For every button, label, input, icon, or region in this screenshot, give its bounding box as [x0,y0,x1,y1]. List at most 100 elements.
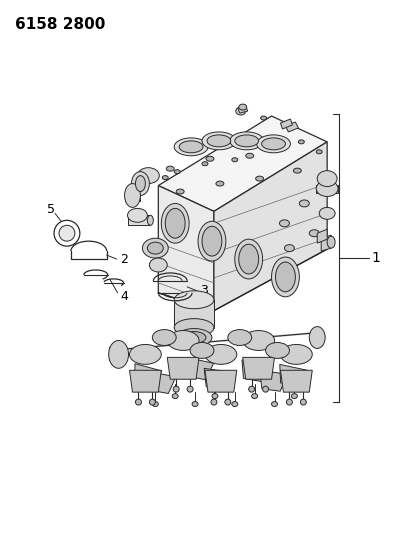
Ellipse shape [246,154,254,158]
Polygon shape [243,358,275,379]
Ellipse shape [147,215,153,225]
Polygon shape [280,365,307,387]
Ellipse shape [174,169,180,174]
Ellipse shape [298,140,304,144]
Polygon shape [149,372,176,393]
Ellipse shape [174,138,208,156]
Ellipse shape [174,291,214,309]
Ellipse shape [327,236,335,248]
Ellipse shape [165,208,185,238]
Polygon shape [186,358,214,380]
Ellipse shape [291,394,297,399]
Ellipse shape [124,183,140,207]
Ellipse shape [205,344,237,365]
Polygon shape [158,116,327,212]
Ellipse shape [167,330,199,350]
Ellipse shape [152,329,176,345]
Polygon shape [242,360,269,382]
Ellipse shape [152,401,158,407]
Ellipse shape [149,399,155,405]
Polygon shape [186,328,202,333]
Ellipse shape [172,394,178,399]
Ellipse shape [176,328,212,346]
Ellipse shape [309,327,325,349]
Ellipse shape [216,181,224,186]
Ellipse shape [202,132,236,150]
Ellipse shape [243,330,275,350]
Polygon shape [321,235,331,251]
Ellipse shape [286,399,293,405]
Polygon shape [109,348,119,360]
Ellipse shape [232,401,238,407]
Polygon shape [124,190,140,201]
Ellipse shape [316,181,338,197]
Ellipse shape [190,343,214,358]
Ellipse shape [212,394,218,399]
Text: 4: 4 [121,290,129,303]
Ellipse shape [202,227,222,256]
Ellipse shape [256,176,264,181]
Ellipse shape [284,245,295,252]
Polygon shape [129,370,161,392]
Ellipse shape [266,343,289,358]
Text: 6158 2800: 6158 2800 [15,17,106,31]
Ellipse shape [187,386,193,392]
Ellipse shape [263,386,268,392]
Text: 5: 5 [47,203,55,216]
Polygon shape [317,229,327,243]
Ellipse shape [279,220,289,227]
Polygon shape [135,364,162,387]
Ellipse shape [166,166,174,171]
Polygon shape [280,370,312,392]
Ellipse shape [317,171,337,187]
Polygon shape [260,370,287,391]
Polygon shape [214,142,327,311]
Ellipse shape [174,319,214,336]
Ellipse shape [309,230,319,237]
Ellipse shape [235,239,263,279]
Ellipse shape [129,344,161,365]
Ellipse shape [198,221,226,261]
Ellipse shape [137,168,159,183]
Ellipse shape [176,189,184,194]
Ellipse shape [131,172,149,196]
Ellipse shape [280,344,312,365]
Ellipse shape [147,242,163,254]
Ellipse shape [149,258,167,272]
Polygon shape [174,300,214,328]
Ellipse shape [109,341,129,368]
Text: 2: 2 [121,253,129,265]
Ellipse shape [225,399,231,405]
Ellipse shape [239,244,259,274]
Ellipse shape [319,207,335,219]
Text: 1: 1 [372,251,381,265]
Ellipse shape [59,225,75,241]
Ellipse shape [161,204,189,243]
Ellipse shape [182,332,206,343]
Ellipse shape [228,329,252,345]
Polygon shape [158,185,214,311]
Ellipse shape [293,168,302,173]
Ellipse shape [249,386,255,392]
Ellipse shape [275,262,295,292]
Ellipse shape [173,386,179,392]
Polygon shape [205,370,237,392]
Ellipse shape [300,399,306,405]
Ellipse shape [299,200,309,207]
Polygon shape [286,122,298,132]
Ellipse shape [162,175,168,180]
Ellipse shape [316,150,322,154]
Ellipse shape [135,175,145,191]
Ellipse shape [135,399,142,405]
Ellipse shape [202,161,208,166]
Polygon shape [280,119,293,129]
Ellipse shape [261,116,266,120]
Ellipse shape [262,138,286,150]
Text: 3: 3 [200,284,208,297]
Ellipse shape [192,401,198,407]
Polygon shape [204,368,232,389]
Ellipse shape [179,141,203,153]
Polygon shape [167,358,199,379]
Polygon shape [316,184,338,192]
Ellipse shape [128,208,147,222]
